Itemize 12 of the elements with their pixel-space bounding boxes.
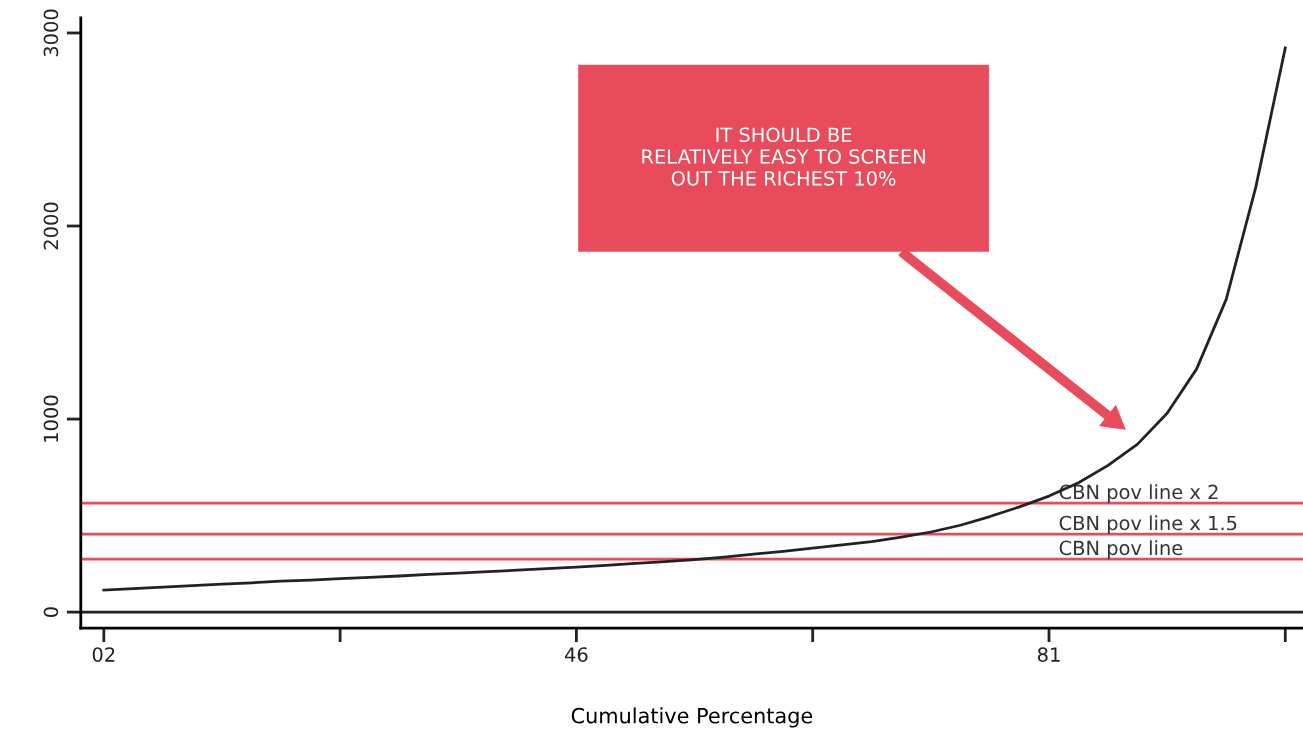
y-tick-label: 2000 (43, 202, 59, 250)
annotation: IT SHOULD BE RELATIVELY EASY TO SCREEN OUT THE RICHEST 10% (642, 127, 925, 186)
ref-line-label: CBN pov line x 1.5 (1059, 515, 1237, 535)
y-tick-label: 1000 (43, 395, 59, 442)
y-tick-label: 0 (43, 607, 59, 618)
y-tick-label: 3000 (43, 9, 59, 57)
x-tick-label: 81 (1037, 647, 1060, 662)
ref-line-label: CBN pov line x 2 (1059, 484, 1218, 504)
ref-line-label: CBN pov line (1059, 540, 1183, 560)
x-tick-label: 46 (564, 647, 588, 662)
x-tick-label: 02 (92, 647, 115, 662)
x-axis-title: Cumulative Percentage (571, 707, 813, 728)
